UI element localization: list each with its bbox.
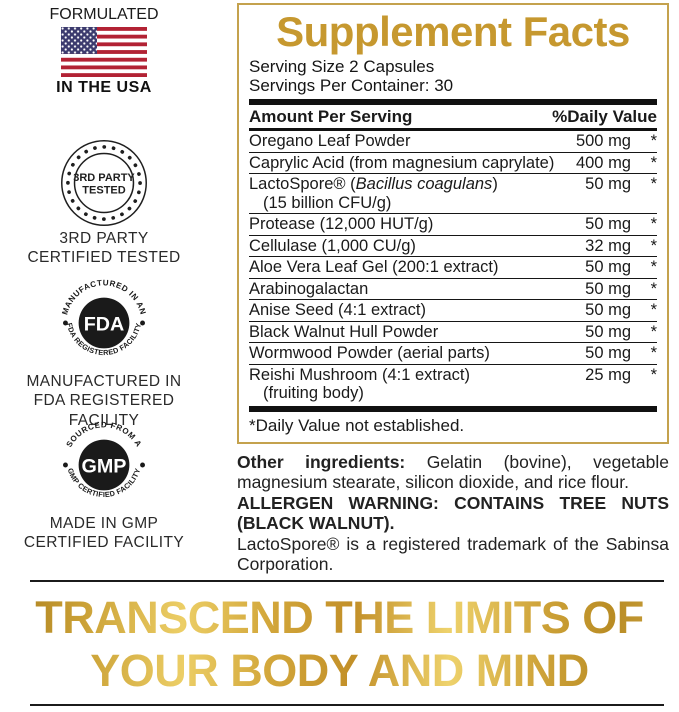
slogan-line-1: TRANSCEND THE LIMITS OF bbox=[0, 591, 679, 644]
made-in-usa-badge: FORMULATED bbox=[0, 6, 208, 97]
divider-thick bbox=[249, 99, 657, 105]
amount-value: 50 mg bbox=[585, 344, 631, 362]
table-row: Anise Seed (4:1 extract) 50 mg * bbox=[249, 299, 657, 319]
fda-seal-center: FDA bbox=[84, 314, 125, 336]
third-party-caption: 3RD PARTY CERTIFIED TESTED bbox=[27, 230, 181, 267]
seal-text-line1: 3RD PARTY bbox=[73, 172, 135, 184]
dv-value: * bbox=[650, 236, 657, 255]
amount-value: 25 mg bbox=[585, 365, 631, 384]
col-daily-value: %Daily Value bbox=[552, 107, 657, 126]
third-party-seal-icon: 3RD PARTY TESTED bbox=[61, 140, 147, 226]
divider-rule-bottom bbox=[30, 704, 664, 706]
table-row: Black Walnut Hull Powder 50 mg * bbox=[249, 320, 657, 341]
ingredient-table: Oregano Leaf Powder 500 mg * Caprylic Ac… bbox=[249, 131, 657, 404]
table-row: Wormwood Powder (aerial parts) 50 mg * bbox=[249, 342, 657, 362]
us-flag-icon bbox=[61, 27, 147, 77]
dv-value: * bbox=[650, 322, 657, 341]
slogan-banner: TRANSCEND THE LIMITS OF YOUR BODY AND MI… bbox=[0, 591, 679, 697]
dv-value: * bbox=[650, 365, 657, 384]
gmp-seal-icon: GMP SOURCED FROM A GMP CERTIFIED FACILIT… bbox=[63, 420, 145, 499]
servings-per-container: Servings Per Container: 30 bbox=[249, 76, 454, 95]
supplement-facts-panel: Supplement Facts Serving Size 2 Capsules… bbox=[237, 3, 669, 444]
table-row: Arabinogalactan 50 mg * bbox=[249, 277, 657, 298]
serving-size: Serving Size 2 Capsules bbox=[249, 57, 435, 76]
divider-rule-top bbox=[30, 580, 664, 582]
table-row: LactoSpore® (Bacillus coagulans) (15 bill… bbox=[249, 173, 657, 212]
facts-column: Supplement Facts Serving Size 2 Capsules… bbox=[237, 3, 669, 575]
dv-value: * bbox=[650, 175, 657, 193]
table-row: Protease (12,000 HUT/g) 50 mg * bbox=[249, 213, 657, 233]
divider-medium bbox=[249, 128, 657, 131]
dv-value: * bbox=[650, 153, 657, 172]
seal-text-line2: TESTED bbox=[82, 185, 125, 197]
col-amount-per-serving: Amount Per Serving bbox=[249, 107, 413, 126]
table-header: Amount Per Serving %Daily Value bbox=[249, 105, 657, 128]
amount-value: 50 mg bbox=[585, 175, 631, 193]
dv-value: * bbox=[650, 132, 657, 150]
slogan-line-2: YOUR BODY AND MIND bbox=[0, 644, 679, 697]
dv-value: * bbox=[650, 258, 657, 276]
formulated-label: FORMULATED bbox=[49, 6, 159, 23]
other-ingredients-text: Other ingredients: Gelatin (bovine), veg… bbox=[237, 451, 669, 493]
dv-footnote: *Daily Value not established. bbox=[249, 415, 465, 435]
dv-value: * bbox=[650, 279, 657, 298]
gmp-certified-badge: GMP SOURCED FROM A GMP CERTIFIED FACILIT… bbox=[0, 418, 208, 553]
fda-registered-badge: FDA MANUFACTURED IN AN FDA REGISTERED FA… bbox=[0, 276, 208, 430]
amount-value: 50 mg bbox=[585, 322, 631, 341]
allergen-warning: ALLERGEN WARNING: CONTAINS TREE NUTS (BL… bbox=[237, 492, 669, 534]
dv-value: * bbox=[650, 344, 657, 362]
trademark-note: LactoSpore® is a registered trademark of… bbox=[237, 533, 669, 575]
amount-value: 50 mg bbox=[585, 279, 631, 298]
amount-value: 500 mg bbox=[575, 132, 631, 150]
in-the-usa-label: IN THE USA bbox=[56, 79, 152, 96]
panel-title: Supplement Facts bbox=[276, 8, 630, 55]
table-row: Caprylic Acid (from magnesium caprylate)… bbox=[249, 151, 657, 172]
gmp-seal-center: GMP bbox=[82, 456, 127, 478]
other-ingredients-block: Other ingredients: Gelatin (bovine), veg… bbox=[237, 452, 669, 575]
amount-value: 50 mg bbox=[585, 301, 631, 319]
dv-value: * bbox=[650, 215, 657, 233]
amount-value: 50 mg bbox=[585, 258, 631, 276]
fda-caption: MANUFACTURED IN FDA REGISTERED FACILITY bbox=[26, 373, 182, 429]
amount-value: 400 mg bbox=[575, 153, 631, 172]
dv-value: * bbox=[650, 301, 657, 319]
third-party-tested-badge: 3RD PARTY TESTED 3RD PARTY CERTIFIED TES… bbox=[0, 139, 208, 268]
table-row: Cellulase (1,000 CU/g) 32 mg * bbox=[249, 234, 657, 255]
gmp-caption: MADE IN GMP CERTIFIED FACILITY bbox=[23, 515, 185, 552]
divider-thick-bottom bbox=[249, 405, 657, 412]
amount-value: 32 mg bbox=[585, 236, 631, 255]
table-row: Oregano Leaf Powder 500 mg * bbox=[249, 132, 657, 150]
fda-seal-icon: FDA MANUFACTURED IN AN FDA REGISTERED FA… bbox=[60, 278, 147, 357]
amount-value: 50 mg bbox=[585, 215, 631, 233]
table-row: Aloe Vera Leaf Gel (200:1 extract) 50 mg… bbox=[249, 256, 657, 276]
table-row: Reishi Mushroom (4:1 extract) (fruiting b… bbox=[249, 363, 657, 402]
